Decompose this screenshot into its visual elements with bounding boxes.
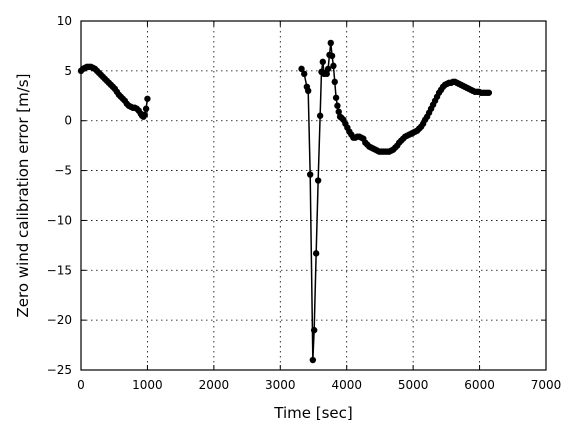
data-point [316,112,324,119]
data-point [328,52,336,60]
y-tick-label: −20 [47,313,72,327]
data-point [312,250,320,257]
x-tick-labels: 0 1000 2000 3000 4000 5000 6000 7000 [77,378,561,392]
y-tick-label: 0 [64,114,72,128]
data-point [334,102,341,109]
data-point [327,39,334,47]
y-axis-label: Zero wind calibration error [m/s] [14,74,32,318]
x-tick-label: 4000 [331,378,362,392]
x-tick-label: 6000 [464,378,495,392]
y-tick-label: −15 [47,263,72,277]
data-point [309,356,317,364]
x-tick-label: 1000 [132,378,163,392]
data-point [330,62,337,70]
data-point [335,108,342,115]
data-point [331,78,338,86]
y-tick-labels: −25 −20 −15 −10 −5 0 5 10 [47,14,72,377]
tick-marks [80,20,547,371]
data-point [324,65,332,73]
data-point [301,70,308,78]
data-point [306,171,314,178]
data-point [144,95,151,102]
x-tick-label: 3000 [265,378,296,392]
data-point [298,65,305,73]
grid [81,21,546,370]
plot-frame [80,20,547,371]
x-axis-label: Time [sec] [273,404,352,422]
data-point [142,105,150,112]
data-point [323,70,330,78]
series-layer [77,39,493,364]
x-tick-label: 7000 [531,378,562,392]
x-tick-label: 0 [77,378,85,392]
data-point [314,177,322,184]
data-point [310,326,318,334]
data-point [141,111,148,118]
series-line [300,42,489,361]
y-tick-label: −25 [47,363,72,377]
x-tick-label: 5000 [398,378,429,392]
data-point [332,94,340,101]
y-tick-label: −10 [47,213,72,227]
x-tick-label: 2000 [199,378,230,392]
data-point [485,89,493,96]
y-tick-label: 10 [57,14,72,28]
y-tick-label: 5 [64,64,72,78]
data-point [319,58,326,66]
y-tick-label: −5 [54,164,72,178]
data-point [304,87,312,95]
